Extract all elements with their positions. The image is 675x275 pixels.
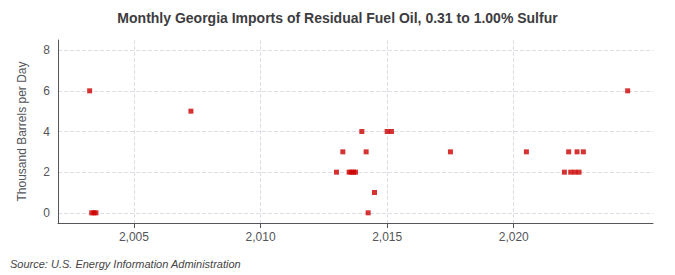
svg-text:Monthly Georgia Imports of Res: Monthly Georgia Imports of Residual Fuel… (117, 10, 558, 26)
svg-text:2,020: 2,020 (499, 230, 529, 244)
svg-text:6: 6 (43, 84, 50, 98)
svg-text:2,015: 2,015 (372, 230, 402, 244)
svg-text:8: 8 (43, 43, 50, 57)
svg-text:4: 4 (43, 125, 50, 139)
svg-text:2,005: 2,005 (119, 230, 149, 244)
svg-text:Source: U.S. Energy Informatio: Source: U.S. Energy Information Administ… (10, 258, 241, 270)
svg-text:2,010: 2,010 (246, 230, 276, 244)
svg-text:Thousand Barrels per Day: Thousand Barrels per Day (15, 61, 29, 201)
svg-text:0: 0 (43, 206, 50, 220)
svg-text:2: 2 (43, 165, 50, 179)
